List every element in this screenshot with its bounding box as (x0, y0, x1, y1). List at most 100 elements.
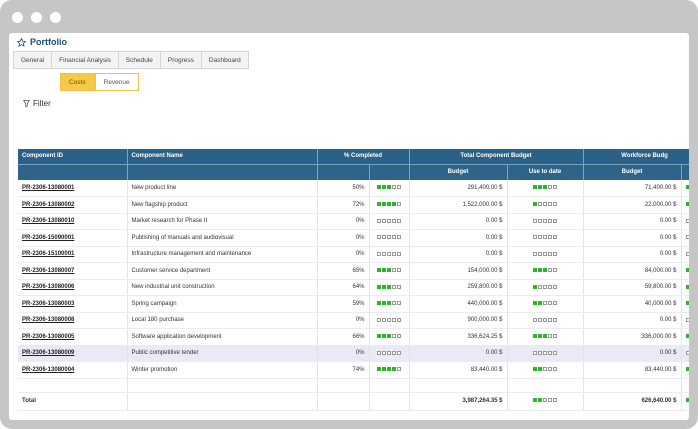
empty-cell (317, 378, 370, 393)
progress-segment (548, 398, 553, 403)
progress-segment (387, 317, 391, 322)
component-id-link[interactable]: PR-2306-13080007 (18, 262, 128, 280)
component-id-link[interactable]: PR-2306-13080004 (18, 361, 128, 379)
component-id-link[interactable]: PR-2306-13080003 (18, 295, 128, 313)
table-row[interactable]: PR-2306-13080005 Software application dev… (18, 328, 689, 346)
table-row[interactable]: PR-2306-13080008 Local 180 purchase 0% 900,… (18, 312, 689, 329)
progress-segment (685, 367, 689, 372)
total-workforce-bar (685, 398, 689, 403)
completed-bar-cell (369, 229, 410, 247)
workforce-bar-cell (681, 196, 689, 214)
progress-segment (553, 251, 558, 256)
completed-bar-cell (369, 180, 410, 197)
progress-segment (382, 202, 386, 207)
progress-segment (392, 268, 396, 273)
col-header-workforce-budget[interactable]: Workforce Budg (583, 149, 689, 164)
progress-segment (548, 284, 553, 289)
progress-segment (538, 202, 543, 207)
progress-segment (382, 251, 386, 256)
component-id-link[interactable]: PR-2306-13080005 (18, 328, 128, 346)
filter-button[interactable]: Filter (23, 99, 51, 108)
progress-segment (543, 334, 548, 339)
table-row[interactable]: PR-2306-13080004 Winter promotion 74% 83,44… (18, 361, 689, 379)
progress-segment (387, 185, 391, 190)
window-dot-minimize[interactable] (31, 12, 42, 23)
component-id-link[interactable]: PR-2306-15090001 (18, 229, 128, 247)
progress-segment (685, 185, 689, 190)
progress-segment (543, 350, 548, 355)
component-id-link[interactable]: PR-2306-13080009 (18, 345, 128, 362)
completed-progress-bar (377, 367, 401, 372)
total-row: Total 3,987,264.35 $ 626,640.00 $ (18, 391, 689, 411)
table-row[interactable]: PR-2306-13080002 New flagship product 72% 1… (18, 196, 689, 214)
progress-segment (533, 334, 538, 339)
table-row[interactable]: PR-2306-13080003 Spring campaign 59% 440,00… (18, 295, 689, 313)
workforce-bar-cell (681, 262, 689, 280)
tab-general[interactable]: General (13, 51, 53, 69)
star-icon[interactable] (17, 37, 26, 47)
table-row[interactable]: PR-2306-15100001 Infrastructure managemen… (18, 246, 689, 263)
component-name: Software application development (127, 328, 318, 346)
component-name: New flagship product (127, 196, 318, 214)
table-row[interactable]: PR-2306-13080010 Market research for Phas… (18, 213, 689, 230)
budget-value: 291,400.00 $ (409, 180, 508, 197)
component-id-link[interactable]: PR-2306-13080008 (18, 312, 128, 329)
tab-financial-analysis[interactable]: Financial Analysis (52, 51, 119, 69)
col-header-total-budget[interactable]: Total Component Budget (409, 149, 584, 164)
subheader-use-to-date[interactable]: Use to date (507, 163, 584, 180)
main-tabs: General Financial Analysis Schedule Prog… (13, 51, 249, 69)
component-id-link[interactable]: PR-2306-15100001 (18, 246, 128, 263)
progress-segment (553, 284, 558, 289)
progress-segment (387, 251, 391, 256)
workforce-progress-bar (685, 235, 689, 240)
subtab-costs[interactable]: Costs (60, 73, 95, 91)
subtab-revenue[interactable]: Revenue (94, 73, 139, 91)
progress-segment (685, 284, 689, 289)
tab-schedule[interactable]: Schedule (118, 51, 161, 69)
subheader-budget[interactable]: Budget (409, 163, 508, 180)
workforce-bar-cell (681, 295, 689, 313)
progress-segment (387, 202, 391, 207)
component-name: Winter promotion (127, 361, 318, 379)
completed-bar-cell (369, 361, 410, 379)
completed-bar-cell (369, 246, 410, 263)
component-name: Publishing of manuals and audiovisual (127, 229, 318, 247)
progress-segment (377, 350, 381, 355)
window-dot-close[interactable] (12, 12, 23, 23)
table-row[interactable]: PR-2306-13080007 Customer service departm… (18, 262, 689, 280)
window-dot-maximize[interactable] (50, 12, 61, 23)
col-header-component-name[interactable]: Component Name (127, 149, 318, 164)
workforce-bar-cell (681, 361, 689, 379)
progress-segment (377, 334, 381, 339)
subheader-empty (681, 163, 689, 180)
progress-segment (533, 284, 538, 289)
col-header-component-id[interactable]: Component ID (18, 149, 128, 164)
progress-segment (543, 268, 548, 273)
component-id-link[interactable]: PR-2306-13080001 (18, 180, 128, 197)
progress-segment (392, 284, 396, 289)
use-bar-cell (507, 213, 584, 230)
table-row[interactable]: PR-2306-15090001 Publishing of manuals an… (18, 229, 689, 247)
progress-segment (543, 317, 548, 322)
component-id-link[interactable]: PR-2306-13080002 (18, 196, 128, 214)
subheader-wf-budget[interactable]: Budget (583, 163, 682, 180)
tab-progress[interactable]: Progress (160, 51, 202, 69)
component-id-link[interactable]: PR-2306-13080010 (18, 213, 128, 230)
workforce-budget-value: 84,000.00 $ (583, 262, 682, 280)
table-row[interactable]: PR-2306-13080006 New industrial unit cons… (18, 279, 689, 296)
col-header-completed[interactable]: % Completed (317, 149, 410, 164)
completed-bar-cell (369, 312, 410, 329)
use-bar-cell (507, 312, 584, 329)
tab-dashboard[interactable]: Dashboard (201, 51, 249, 69)
percent-completed: 0% (317, 229, 370, 247)
table-row[interactable]: PR-2306-13080009 Public competitive tende… (18, 345, 689, 362)
percent-completed: 50% (317, 180, 370, 197)
progress-segment (543, 301, 548, 306)
table-row[interactable]: PR-2306-13080001 New product line 50% 291,4… (18, 180, 689, 197)
component-id-link[interactable]: PR-2306-13080006 (18, 279, 128, 296)
workforce-bar-cell (681, 279, 689, 296)
progress-segment (382, 284, 386, 289)
subheader-empty (369, 163, 410, 180)
use-bar-cell (507, 262, 584, 280)
workforce-budget-value: 40,000.00 $ (583, 295, 682, 313)
